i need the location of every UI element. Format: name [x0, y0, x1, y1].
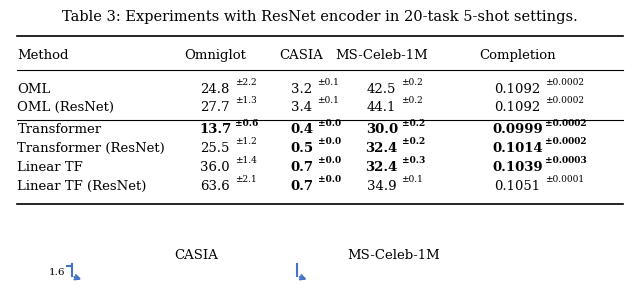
- Text: Linear TF: Linear TF: [17, 161, 83, 174]
- Text: ±1.3: ±1.3: [235, 96, 257, 105]
- Text: ±0.0: ±0.0: [317, 137, 340, 146]
- Text: MS-Celeb-1M: MS-Celeb-1M: [335, 49, 428, 62]
- Text: ±1.2: ±1.2: [235, 137, 257, 146]
- Text: 0.1014: 0.1014: [492, 142, 543, 155]
- Text: ±0.0: ±0.0: [317, 175, 340, 184]
- Text: 63.6: 63.6: [200, 180, 230, 193]
- Text: 3.4: 3.4: [291, 101, 312, 114]
- Text: 44.1: 44.1: [367, 101, 396, 114]
- Text: ±2.1: ±2.1: [235, 175, 257, 184]
- Text: ±0.0: ±0.0: [317, 156, 340, 165]
- Text: 0.0999: 0.0999: [492, 124, 543, 137]
- Text: 0.1092: 0.1092: [495, 101, 541, 114]
- Text: MS-Celeb-1M: MS-Celeb-1M: [348, 249, 440, 262]
- Text: ±0.3: ±0.3: [401, 156, 425, 165]
- Text: Linear TF (ResNet): Linear TF (ResNet): [17, 180, 147, 193]
- Text: Table 3: Experiments with ResNet encoder in 20-task 5-shot settings.: Table 3: Experiments with ResNet encoder…: [62, 10, 578, 24]
- Text: CASIA: CASIA: [280, 49, 323, 62]
- Text: 3.2: 3.2: [291, 83, 312, 96]
- Text: 0.5: 0.5: [290, 142, 313, 155]
- Text: OML: OML: [17, 83, 51, 96]
- Text: 0.7: 0.7: [290, 180, 313, 193]
- Text: 0.1039: 0.1039: [492, 161, 543, 174]
- Text: 0.4: 0.4: [290, 124, 313, 137]
- Text: ±0.1: ±0.1: [401, 175, 424, 184]
- Text: ±0.6: ±0.6: [235, 119, 258, 128]
- Text: Transformer: Transformer: [17, 124, 102, 137]
- Text: ±0.2: ±0.2: [401, 119, 425, 128]
- Text: 36.0: 36.0: [200, 161, 230, 174]
- Text: 25.5: 25.5: [200, 142, 230, 155]
- Text: 0.7: 0.7: [290, 161, 313, 174]
- Text: CASIA: CASIA: [175, 249, 218, 262]
- Text: ±0.0003: ±0.0003: [545, 156, 586, 165]
- Text: 0.1092: 0.1092: [495, 83, 541, 96]
- Text: ±1.4: ±1.4: [235, 156, 257, 165]
- Text: 34.9: 34.9: [367, 180, 397, 193]
- Text: ±0.1: ±0.1: [317, 78, 339, 87]
- Text: 42.5: 42.5: [367, 83, 396, 96]
- Text: ±0.0: ±0.0: [317, 119, 340, 128]
- Text: 13.7: 13.7: [199, 124, 231, 137]
- Text: OML (ResNet): OML (ResNet): [17, 101, 115, 114]
- Text: ±0.2: ±0.2: [401, 96, 423, 105]
- Text: 0.1051: 0.1051: [495, 180, 541, 193]
- Text: 24.8: 24.8: [200, 83, 230, 96]
- Text: Transformer (ResNet): Transformer (ResNet): [17, 142, 165, 155]
- Text: Completion: Completion: [479, 49, 556, 62]
- Text: ±0.0002: ±0.0002: [545, 137, 586, 146]
- Text: ±0.0002: ±0.0002: [545, 119, 586, 128]
- Text: 27.7: 27.7: [200, 101, 230, 114]
- Text: Omniglot: Omniglot: [184, 49, 246, 62]
- Text: Method: Method: [17, 49, 69, 62]
- Text: 32.4: 32.4: [365, 142, 398, 155]
- Text: 1.6: 1.6: [49, 268, 66, 277]
- Text: ±0.0001: ±0.0001: [545, 175, 584, 184]
- Text: ±0.2: ±0.2: [401, 78, 423, 87]
- Text: ±0.1: ±0.1: [317, 96, 339, 105]
- Text: 30.0: 30.0: [365, 124, 398, 137]
- Text: ±0.2: ±0.2: [401, 137, 425, 146]
- Text: ±0.0002: ±0.0002: [545, 96, 584, 105]
- Text: ±0.0002: ±0.0002: [545, 78, 584, 87]
- Text: 32.4: 32.4: [365, 161, 398, 174]
- Text: ±2.2: ±2.2: [235, 78, 257, 87]
